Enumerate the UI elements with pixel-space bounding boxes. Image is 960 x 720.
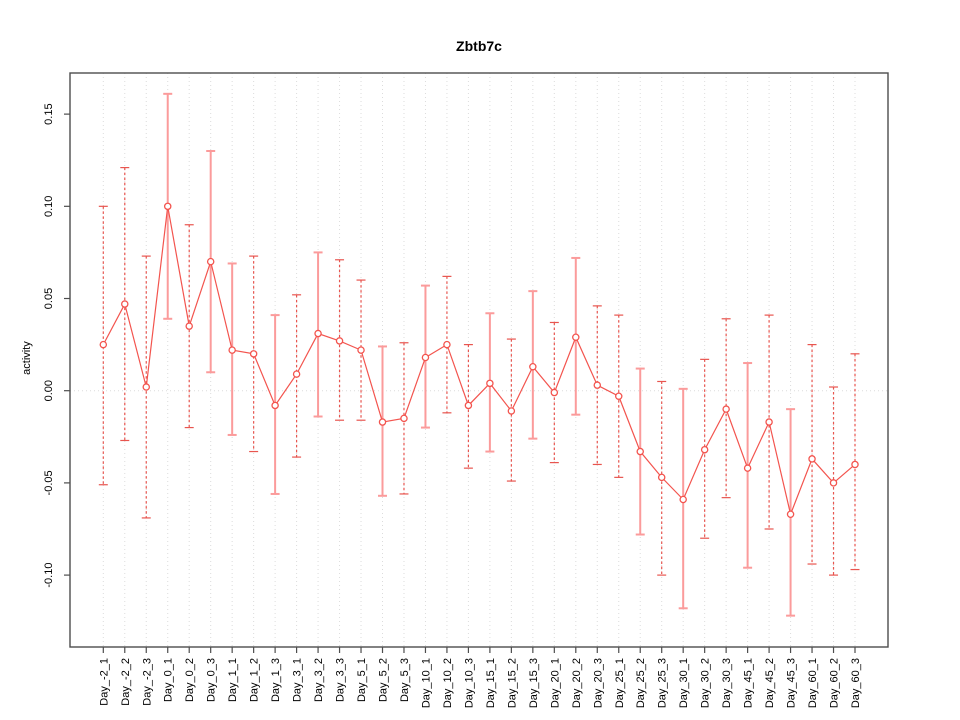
y-tick-label: -0.05: [43, 470, 55, 495]
data-point: [486, 379, 494, 388]
data-point: [572, 333, 580, 341]
data-point: [335, 337, 344, 345]
data-point: [464, 401, 473, 410]
data-point: [142, 383, 151, 391]
x-tick-label: Day_3_3: [335, 658, 347, 702]
data-point: [615, 392, 623, 400]
x-tick-label: Day_1_2: [249, 658, 261, 702]
x-tick-label: Day_0_1: [163, 658, 175, 702]
data-point: [593, 381, 602, 389]
data-point: [99, 340, 108, 349]
x-tick-label: Day_-2_1: [98, 658, 110, 706]
x-tick-label: Day_5_2: [378, 658, 390, 702]
data-point: [700, 445, 709, 454]
x-tick-label: Day_1_1: [227, 658, 239, 702]
data-point: [421, 353, 430, 362]
series-line: [102, 206, 856, 517]
x-tick-label: Day_60_1: [807, 658, 819, 708]
x-tick-label: Day_10_2: [442, 658, 454, 708]
data-point: [443, 340, 451, 349]
x-tick-label: Day_0_2: [184, 658, 196, 702]
x-tick-label: Day_15_1: [485, 658, 497, 708]
x-tick-label: Day_25_3: [657, 658, 669, 708]
x-tick-label: Day_15_3: [528, 658, 540, 708]
x-tick-label: Day_45_3: [786, 658, 798, 708]
x-tick-label: Day_45_1: [743, 658, 755, 708]
data-point: [529, 362, 537, 371]
data-point: [636, 447, 644, 456]
data-point: [185, 322, 193, 330]
data-point: [206, 257, 215, 266]
data-point: [228, 346, 236, 354]
data-point: [829, 479, 838, 487]
x-tick-label: Day_10_1: [420, 658, 432, 708]
y-tick-label: 0.05: [43, 288, 55, 309]
x-tick-label: Day_60_2: [829, 658, 841, 708]
data-point: [357, 346, 365, 354]
x-tick-label: Day_10_3: [463, 658, 475, 708]
x-tick-label: Day_-2_3: [141, 658, 153, 706]
x-tick-label: Day_45_2: [764, 658, 776, 708]
data-point: [550, 388, 559, 397]
data-point: [249, 350, 258, 358]
x-tick-label: Day_1_3: [270, 658, 282, 702]
x-tick-label: Day_25_2: [635, 658, 647, 708]
x-tick-label: Day_5_1: [356, 658, 368, 702]
data-point: [657, 473, 666, 482]
data-point: [400, 414, 408, 423]
x-tick-label: Day_30_3: [721, 658, 733, 708]
x-tick-label: Day_20_1: [549, 658, 561, 708]
data-point: [163, 202, 172, 211]
data-point: [121, 300, 129, 308]
x-tick-label: Day_25_1: [614, 658, 626, 708]
x-tick-label: Day_3_1: [292, 658, 304, 702]
x-tick-label: Day_5_3: [399, 658, 411, 702]
x-tick-label: Day_0_3: [206, 658, 218, 702]
data-point: [808, 455, 816, 463]
chart-title: Zbtb7c: [456, 38, 502, 54]
y-tick-label: 0.00: [43, 380, 55, 401]
y-tick-label: 0.15: [43, 103, 55, 124]
x-tick-label: Day_-2_2: [120, 658, 132, 706]
data-point: [271, 401, 279, 410]
y-tick-label: -0.10: [43, 563, 55, 588]
y-tick-label: 0.10: [43, 196, 55, 217]
x-tick-label: Day_3_2: [313, 658, 325, 702]
data-point: [378, 418, 387, 426]
data-point: [292, 370, 301, 378]
x-tick-label: Day_20_3: [592, 658, 604, 708]
x-tick-label: Day_15_2: [506, 658, 518, 708]
x-tick-label: Day_30_1: [678, 658, 690, 708]
x-tick-label: Day_60_3: [850, 658, 862, 708]
data-point: [851, 460, 859, 469]
data-point: [314, 329, 322, 338]
data-point: [786, 510, 795, 518]
data-point: [507, 407, 516, 415]
data-point: [765, 418, 773, 426]
data-point: [722, 405, 730, 413]
x-tick-label: Day_20_2: [571, 658, 583, 708]
x-tick-label: Day_30_2: [700, 658, 712, 708]
data-point: [679, 495, 687, 504]
plot-border: [69, 72, 889, 648]
data-point: [743, 464, 752, 472]
